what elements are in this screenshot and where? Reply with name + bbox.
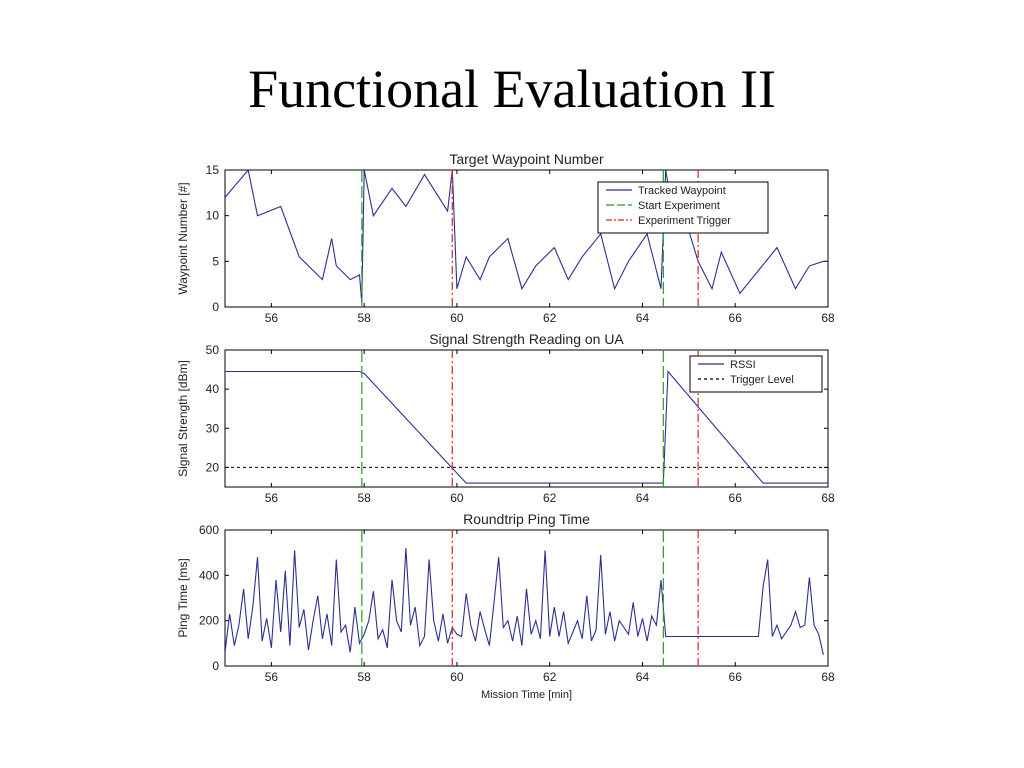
legend-box (689, 355, 823, 393)
x-tick-label: 62 (543, 491, 557, 505)
x-axis-label: Mission Time [min] (481, 689, 572, 701)
x-tick-label: 62 (543, 670, 557, 684)
x-tick-label: 68 (821, 491, 835, 505)
axes-frame (224, 349, 829, 488)
y-tick-label: 20 (206, 460, 220, 474)
legend-label: RSSI (730, 359, 756, 371)
y-axis-label: Waypoint Number [#] (176, 182, 190, 294)
x-tick-label: 60 (450, 491, 464, 505)
y-axis-label: Signal Strength [dBm] (176, 360, 190, 477)
x-tick-label: 58 (357, 311, 371, 325)
x-tick-label: 58 (357, 670, 371, 684)
legend: Tracked Waypoint Start Experiment Experime… (597, 181, 769, 234)
slide-title: Functional Evaluation II (248, 59, 776, 119)
chart-title: Target Waypoint Number (449, 151, 604, 167)
x-tick-label: 66 (729, 311, 743, 325)
x-tick-label: 56 (265, 670, 279, 684)
x-tick-label: 64 (636, 670, 650, 684)
y-tick-label: 10 (206, 209, 220, 223)
plot-area (225, 170, 828, 307)
chart-panel-2: Signal Strength Reading on UA Signal Stre… (176, 331, 835, 505)
y-tick-label: 600 (199, 523, 219, 537)
chart-title: Roundtrip Ping Time (463, 511, 590, 527)
x-tick-label: 68 (821, 311, 835, 325)
x-tick-label: 58 (357, 491, 371, 505)
y-tick-label: 400 (199, 568, 219, 582)
chart-panel-3: Roundtrip Ping Time Ping Time [ms] Mission… (176, 511, 835, 701)
series-line-tracked-waypoint (225, 170, 828, 303)
legend-label: Start Experiment (638, 200, 720, 212)
x-tick-label: 56 (265, 311, 279, 325)
x-tick-label: 64 (636, 311, 650, 325)
chart-title: Signal Strength Reading on UA (429, 331, 624, 347)
x-tick-label: 56 (265, 491, 279, 505)
y-tick-label: 5 (212, 254, 219, 268)
legend-label: Tracked Waypoint (638, 185, 726, 197)
y-axis-label: Ping Time [ms] (176, 558, 190, 637)
x-tick-label: 60 (450, 670, 464, 684)
x-tick-label: 60 (450, 311, 464, 325)
y-tick-label: 30 (206, 421, 220, 435)
x-tick-label: 66 (729, 491, 743, 505)
chart-figure: Target Waypoint Number Waypoint Number [#… (176, 151, 835, 701)
legend-label: Experiment Trigger (638, 215, 731, 227)
y-tick-label: 0 (212, 659, 219, 673)
x-tick-label: 68 (821, 670, 835, 684)
axes-frame (224, 529, 829, 667)
y-tick-label: 200 (199, 614, 219, 628)
legend: RSSI Trigger Level (689, 355, 823, 393)
y-tick-label: 40 (206, 382, 220, 396)
y-tick-label: 50 (206, 343, 220, 357)
y-tick-label: 15 (206, 163, 220, 177)
chart-panel-1: Target Waypoint Number Waypoint Number [#… (176, 151, 835, 325)
figure: Target Waypoint Number Waypoint Number [#… (170, 140, 850, 715)
legend-label: Trigger Level (730, 374, 794, 386)
plot-area (225, 530, 824, 666)
x-tick-label: 66 (729, 670, 743, 684)
x-tick-label: 62 (543, 311, 557, 325)
series-line-ping-time (225, 548, 824, 655)
x-tick-label: 64 (636, 491, 650, 505)
y-tick-label: 0 (212, 300, 219, 314)
axes-frame (224, 169, 829, 308)
series-line-rssi (225, 370, 828, 484)
